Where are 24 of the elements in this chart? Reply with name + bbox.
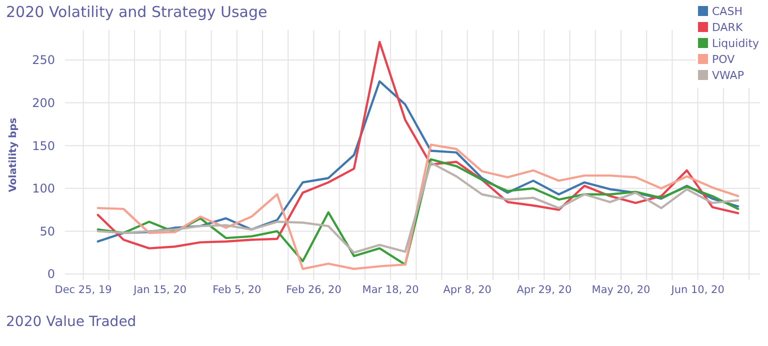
legend-label: Liquidity <box>712 37 760 50</box>
text: 2020 Value Traded <box>6 314 136 330</box>
legend-label: DARK <box>712 21 744 34</box>
x-tick-label: Jan 15, 20 <box>132 284 187 296</box>
x-tick-label: Jun 10, 20 <box>670 284 724 296</box>
legend-label: CASH <box>712 5 742 18</box>
y-tick-label: 0 <box>47 267 55 282</box>
y-tick-label: 250 <box>32 53 55 68</box>
y-axis-title: Volatility bps <box>8 118 19 192</box>
chart-title: 2020 Volatility and Strategy Usage <box>6 3 268 21</box>
y-tick-label: 150 <box>32 138 55 153</box>
x-tick-label: Mar 18, 20 <box>362 284 419 296</box>
x-tick-label: Apr 8, 20 <box>443 284 492 296</box>
x-tick-label: Feb 26, 20 <box>286 284 342 296</box>
x-tick-label: May 20, 20 <box>592 284 650 296</box>
y-tick-label: 100 <box>32 182 55 196</box>
legend-label: POV <box>712 53 736 66</box>
line-series <box>96 80 740 243</box>
y-tick-label: 200 <box>32 96 55 110</box>
legend-label: VWAP <box>712 69 744 82</box>
x-tick-label: Apr 29, 20 <box>516 284 572 296</box>
y-tick-label: 50 <box>40 224 55 238</box>
x-tick-label: Feb 5, 20 <box>212 284 262 296</box>
x-tick-label: Dec 25, 19 <box>54 284 112 296</box>
